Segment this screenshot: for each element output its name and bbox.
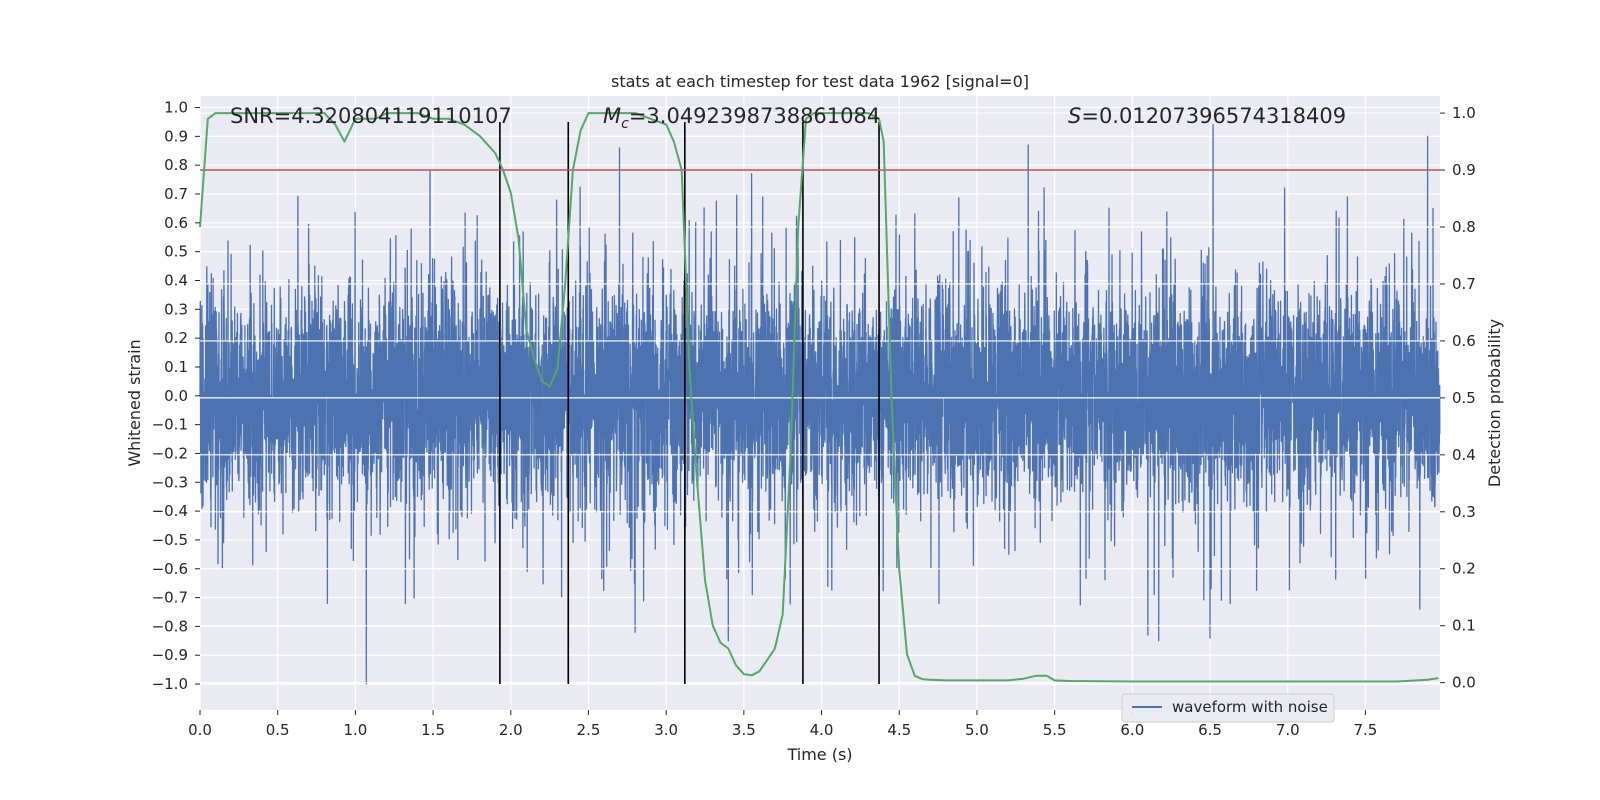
x-tick-label: 0.0 — [188, 721, 212, 739]
x-tick-label: 2.0 — [499, 721, 523, 739]
probability-line — [199, 112, 1439, 683]
y-tick-label: 0.9 — [164, 127, 188, 145]
y-tick-label: −0.5 — [152, 531, 188, 549]
x-tick-label: 5.5 — [1043, 721, 1067, 739]
x-tick-label: 4.0 — [810, 721, 834, 739]
x-tick-label: 4.5 — [887, 721, 911, 739]
y-tick-label: −0.2 — [152, 444, 188, 462]
y-tick-label: 0.0 — [164, 387, 188, 405]
x-tick-label: 5.0 — [965, 721, 989, 739]
y-right-tick-label: 0.5 — [1452, 389, 1476, 407]
x-tick-label: 3.5 — [732, 721, 756, 739]
legend: waveform with noise — [1121, 693, 1335, 723]
y-tick-label: 0.6 — [164, 214, 188, 232]
y-right-tick-label: 0.7 — [1452, 275, 1476, 293]
x-tick-label: 3.0 — [654, 721, 678, 739]
y-right-tick-label: 0.8 — [1452, 218, 1476, 236]
y-tick-label: −0.6 — [152, 560, 188, 578]
y-tick-label: 0.4 — [164, 271, 188, 289]
waveform-line — [199, 124, 1441, 685]
x-axis-ticks: 0.0 0.5 1.0 1.5 2.0 2.5 3.0 3.5 4.0 4.5 5.0 5.5 6.0 6… — [188, 710, 1377, 739]
snr-annotation: SNR=4.320804119110107 — [230, 104, 512, 128]
chirp-mass-subscript: c — [621, 116, 629, 132]
s-value: =0.01207396574318409 — [1081, 104, 1346, 128]
y-tick-label: −0.3 — [152, 473, 188, 491]
event-markers — [499, 121, 880, 685]
x-tick-label: 6.5 — [1198, 721, 1222, 739]
x-tick-label: 2.5 — [577, 721, 601, 739]
y-right-tick-label: 0.0 — [1452, 674, 1476, 692]
x-tick-label: 7.0 — [1276, 721, 1300, 739]
y-tick-label: 0.1 — [164, 358, 188, 376]
y-tick-label: −1.0 — [152, 675, 188, 693]
y-tick-label: 0.5 — [164, 243, 188, 261]
s-symbol: S — [1068, 104, 1081, 128]
y-tick-label: 0.2 — [164, 329, 188, 347]
waveform-series — [199, 124, 1441, 685]
chirp-mass-value: =3.0492398738861084 — [629, 104, 880, 128]
chirp-mass-annotation: Mc=3.0492398738861084 — [603, 104, 880, 132]
y-right-tick-label: 0.4 — [1452, 446, 1476, 464]
y-axis-label: Whitened strain — [125, 339, 144, 466]
legend-label: waveform with noise — [1172, 698, 1328, 716]
chirp-mass-symbol: M — [603, 104, 621, 128]
x-tick-label: 1.5 — [421, 721, 445, 739]
probability-series — [199, 112, 1439, 683]
legend-box — [1121, 693, 1335, 723]
x-tick-label: 0.5 — [266, 721, 290, 739]
y-right-axis-ticks: 1.0 0.9 0.8 0.7 0.6 0.5 0.4 0.3 0.2 0.1 0.0 — [1440, 104, 1476, 692]
y-tick-label: −0.7 — [152, 589, 188, 607]
y-right-tick-label: 1.0 — [1452, 104, 1476, 122]
s-annotation: S=0.01207396574318409 — [1068, 104, 1346, 128]
y-axis-ticks: 1.0 0.9 0.8 0.7 0.6 0.5 0.4 0.3 0.2 0.1 0.0 −0.1 −0.… — [152, 99, 200, 693]
x-tick-label: 7.5 — [1353, 721, 1377, 739]
y-tick-label: 1.0 — [164, 99, 188, 117]
chart-title: stats at each timestep for test data 196… — [611, 72, 1029, 91]
y-tick-label: 0.3 — [164, 300, 188, 318]
y-right-tick-label: 0.9 — [1452, 161, 1476, 179]
x-tick-label: 6.0 — [1120, 721, 1144, 739]
y-right-tick-label: 0.2 — [1452, 560, 1476, 578]
y-tick-label: 0.8 — [164, 156, 188, 174]
y-tick-label: −0.8 — [152, 617, 188, 635]
y-right-tick-label: 0.1 — [1452, 617, 1476, 635]
y-right-tick-label: 0.3 — [1452, 503, 1476, 521]
y-right-tick-label: 0.6 — [1452, 332, 1476, 350]
x-axis-label: Time (s) — [786, 745, 852, 764]
y-tick-label: −0.9 — [152, 646, 188, 664]
x-tick-label: 1.0 — [343, 721, 367, 739]
y-tick-label: −0.4 — [152, 502, 188, 520]
y-right-axis-label: Detection probability — [1485, 319, 1504, 487]
y-tick-label: 0.7 — [164, 185, 188, 203]
y-tick-label: −0.1 — [152, 416, 188, 434]
